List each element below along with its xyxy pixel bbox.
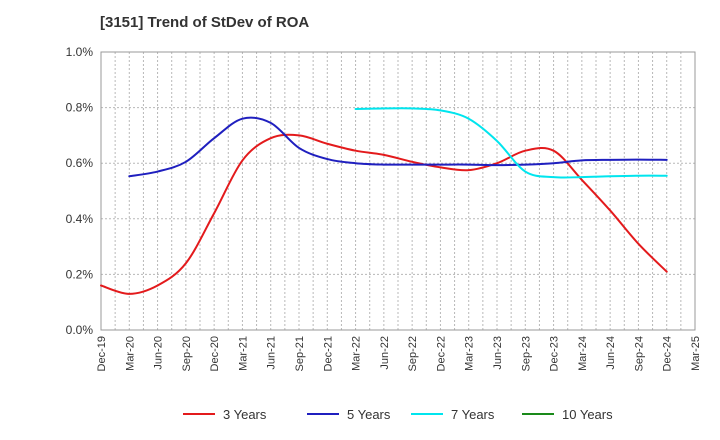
- series-line-3: [354, 107, 668, 179]
- y-tick-label: 0.4%: [66, 212, 94, 226]
- legend: 3 Years 5 Years 7 Years 10 Years: [183, 407, 613, 422]
- x-tick-label: Dec-24: [662, 336, 674, 371]
- x-tick-label: Mar-25: [690, 336, 702, 371]
- axes: [100, 51, 696, 331]
- x-tick-label: Mar-24: [577, 336, 589, 371]
- x-axis-ticks: Dec-19 Mar-20 Jun-20 Sep-20 Dec-20 Mar-21 Jun-…: [96, 336, 702, 371]
- x-tick-label: Dec-22: [435, 336, 447, 371]
- x-tick-label: Mar-23: [464, 336, 476, 371]
- x-tick-label: Dec-19: [96, 336, 108, 371]
- y-tick-label: 0.8%: [66, 101, 94, 115]
- x-tick-label: Jun-20: [153, 336, 165, 370]
- y-tick-label: 0.0%: [66, 323, 94, 337]
- y-tick-label: 1.0%: [66, 45, 94, 59]
- legend-label: 7 Years: [451, 407, 495, 422]
- series-line-1: [100, 133, 668, 295]
- legend-label: 3 Years: [223, 407, 267, 422]
- x-tick-label: Jun-24: [605, 336, 617, 370]
- plot-area: [101, 52, 695, 330]
- x-tick-label: Jun-21: [266, 336, 278, 370]
- x-tick-label: Dec-20: [209, 336, 221, 371]
- x-tick-label: Sep-21: [294, 336, 306, 371]
- legend-label: 10 Years: [562, 407, 613, 422]
- x-tick-label: Jun-23: [492, 336, 504, 370]
- series-lines: [100, 107, 668, 295]
- series-line-2: [128, 116, 668, 178]
- x-tick-label: Mar-21: [237, 336, 249, 371]
- y-axis-ticks: 0.0% 0.2% 0.4% 0.6% 0.8% 1.0%: [66, 45, 94, 337]
- x-tick-label: Sep-20: [181, 336, 193, 371]
- y-tick-label: 0.6%: [66, 156, 94, 170]
- x-tick-label: Mar-22: [351, 336, 363, 371]
- legend-label: 5 Years: [347, 407, 391, 422]
- x-tick-label: Sep-23: [520, 336, 532, 371]
- x-tick-label: Sep-22: [407, 336, 419, 371]
- x-tick-label: Dec-23: [549, 336, 561, 371]
- chart-title: [3151] Trend of StDev of ROA: [100, 14, 310, 31]
- y-tick-label: 0.2%: [66, 267, 94, 281]
- x-tick-label: Sep-24: [633, 336, 645, 371]
- x-tick-label: Jun-22: [379, 336, 391, 370]
- plot-frame: [100, 51, 696, 331]
- x-tick-label: Dec-21: [322, 336, 334, 371]
- x-tick-label: Mar-20: [124, 336, 136, 371]
